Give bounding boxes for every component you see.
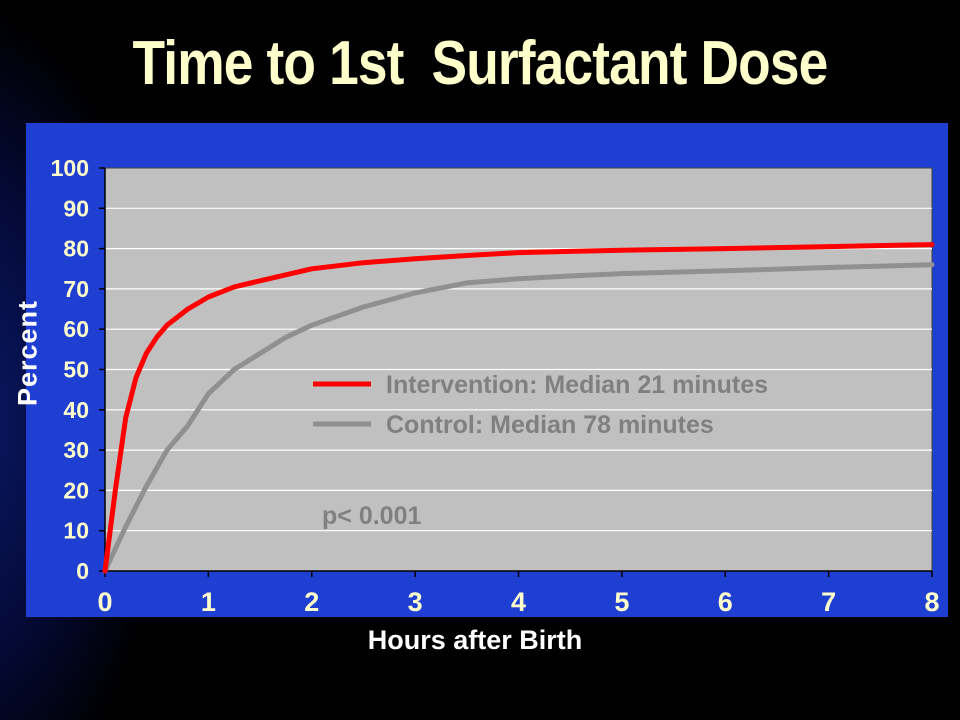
y-tick-label-0: 0: [76, 558, 89, 584]
y-tick-label-30: 30: [63, 437, 89, 463]
legend-label-control: Control: Median 78 minutes: [386, 411, 714, 439]
y-tick-label-80: 80: [63, 236, 89, 262]
y-tick-label-100: 100: [51, 155, 89, 181]
x-tick-label-0: 0: [97, 587, 112, 617]
x-tick-label-2: 2: [304, 587, 319, 617]
slide-title: Time to 1st Surfactant Dose: [132, 29, 829, 98]
y-tick-label-60: 60: [63, 316, 89, 342]
legend-label-intervention: Intervention: Median 21 minutes: [386, 371, 768, 399]
y-tick-label-10: 10: [63, 518, 89, 544]
x-tick-label-4: 4: [511, 587, 526, 617]
x-tick-label-8: 8: [924, 587, 939, 617]
y-tick-label-20: 20: [63, 477, 89, 503]
x-tick-label-7: 7: [821, 587, 836, 617]
y-tick-label-40: 40: [63, 397, 89, 423]
p-value-annotation: p< 0.001: [322, 502, 421, 530]
x-axis-label: Hours after Birth: [367, 625, 583, 655]
x-tick-label-6: 6: [718, 587, 733, 617]
series-line-intervention: [102, 242, 935, 574]
x-tick-label-5: 5: [614, 587, 629, 617]
y-tick-label-70: 70: [63, 276, 89, 302]
series-line-control: [102, 262, 935, 574]
x-tick-label-1: 1: [201, 587, 216, 617]
y-tick-label-90: 90: [63, 195, 89, 221]
x-tick-label-3: 3: [408, 587, 423, 617]
y-axis-label: Percent: [12, 299, 43, 407]
y-tick-label-50: 50: [63, 357, 89, 383]
